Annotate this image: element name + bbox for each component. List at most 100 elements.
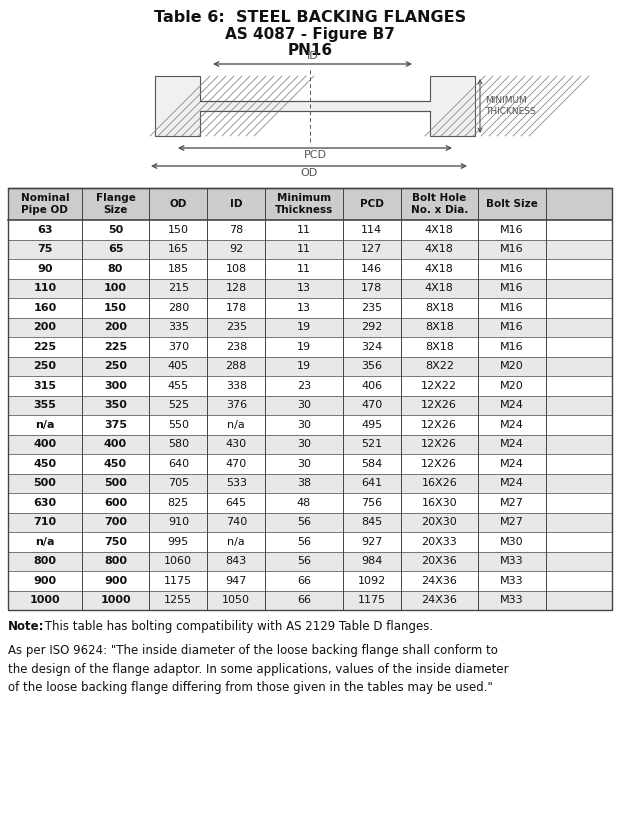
Text: 80: 80 xyxy=(108,263,123,274)
Text: 927: 927 xyxy=(361,537,383,547)
Text: M24: M24 xyxy=(500,420,524,430)
Text: 12X26: 12X26 xyxy=(422,459,457,469)
Text: 288: 288 xyxy=(226,362,247,371)
Text: 740: 740 xyxy=(226,518,247,527)
Text: M16: M16 xyxy=(500,303,523,313)
Text: 66: 66 xyxy=(297,595,311,605)
Text: 1255: 1255 xyxy=(164,595,192,605)
Text: 150: 150 xyxy=(104,303,127,313)
Text: 24X36: 24X36 xyxy=(422,595,457,605)
Text: 645: 645 xyxy=(226,498,247,508)
Text: M33: M33 xyxy=(500,556,523,566)
Text: 376: 376 xyxy=(226,400,247,410)
Text: 78: 78 xyxy=(229,225,244,235)
Text: 500: 500 xyxy=(33,478,56,488)
Bar xyxy=(8,395,612,415)
Text: 65: 65 xyxy=(108,244,123,254)
Text: 756: 756 xyxy=(361,498,382,508)
Text: 1000: 1000 xyxy=(30,595,60,605)
Text: 30: 30 xyxy=(297,459,311,469)
Text: 370: 370 xyxy=(168,341,189,352)
Text: 700: 700 xyxy=(104,518,127,527)
Text: 150: 150 xyxy=(168,225,189,235)
Bar xyxy=(8,415,612,435)
Text: M24: M24 xyxy=(500,400,524,410)
Text: PCD: PCD xyxy=(360,199,384,209)
Text: M20: M20 xyxy=(500,362,524,371)
Text: 470: 470 xyxy=(226,459,247,469)
Text: M16: M16 xyxy=(500,322,523,332)
Text: ID: ID xyxy=(230,199,242,209)
Text: 1000: 1000 xyxy=(100,595,131,605)
Bar xyxy=(8,551,612,571)
Text: 56: 56 xyxy=(297,518,311,527)
Text: 845: 845 xyxy=(361,518,383,527)
Text: 225: 225 xyxy=(104,341,127,352)
Bar xyxy=(8,493,612,513)
Text: 128: 128 xyxy=(226,284,247,294)
Text: n/a: n/a xyxy=(35,420,55,430)
Text: 8X22: 8X22 xyxy=(425,362,454,371)
Text: 641: 641 xyxy=(361,478,382,488)
Text: 455: 455 xyxy=(168,381,189,391)
Text: Nominal
Pipe OD: Nominal Pipe OD xyxy=(20,193,69,215)
Text: 30: 30 xyxy=(297,440,311,449)
Text: 4X18: 4X18 xyxy=(425,225,454,235)
Bar xyxy=(8,454,612,473)
Polygon shape xyxy=(155,76,475,136)
Text: 533: 533 xyxy=(226,478,247,488)
Text: 1092: 1092 xyxy=(358,576,386,586)
Text: 1060: 1060 xyxy=(164,556,192,566)
Text: 8X18: 8X18 xyxy=(425,341,454,352)
Text: 90: 90 xyxy=(37,263,53,274)
Bar xyxy=(8,532,612,551)
Text: 705: 705 xyxy=(168,478,189,488)
Text: 470: 470 xyxy=(361,400,383,410)
Text: 4X18: 4X18 xyxy=(425,284,454,294)
Text: 8X18: 8X18 xyxy=(425,322,454,332)
Text: 20X36: 20X36 xyxy=(422,556,457,566)
Text: 235: 235 xyxy=(361,303,382,313)
Text: 16X30: 16X30 xyxy=(422,498,457,508)
Bar xyxy=(8,513,612,532)
Text: 12X22: 12X22 xyxy=(421,381,458,391)
Bar xyxy=(8,435,612,454)
Text: M24: M24 xyxy=(500,478,524,488)
Text: 430: 430 xyxy=(226,440,247,449)
Text: 900: 900 xyxy=(104,576,127,586)
Text: 584: 584 xyxy=(361,459,383,469)
Text: 640: 640 xyxy=(168,459,189,469)
Bar xyxy=(8,473,612,493)
Text: PCD: PCD xyxy=(304,150,327,160)
Text: 11: 11 xyxy=(297,225,311,235)
Text: 38: 38 xyxy=(297,478,311,488)
Text: 750: 750 xyxy=(104,537,127,547)
Text: ID: ID xyxy=(307,51,319,61)
Text: 710: 710 xyxy=(33,518,56,527)
Text: Bolt Hole
No. x Dia.: Bolt Hole No. x Dia. xyxy=(410,193,468,215)
Text: 600: 600 xyxy=(104,498,127,508)
Text: 16X26: 16X26 xyxy=(422,478,457,488)
Text: 450: 450 xyxy=(104,459,127,469)
Text: M16: M16 xyxy=(500,263,523,274)
Text: 24X36: 24X36 xyxy=(422,576,457,586)
Text: 315: 315 xyxy=(33,381,56,391)
Text: M24: M24 xyxy=(500,440,524,449)
Text: 1050: 1050 xyxy=(223,595,250,605)
Text: 11: 11 xyxy=(297,263,311,274)
Text: 114: 114 xyxy=(361,225,382,235)
Bar xyxy=(8,259,612,279)
Text: M27: M27 xyxy=(500,498,524,508)
Text: 4X18: 4X18 xyxy=(425,263,454,274)
Text: 178: 178 xyxy=(361,284,383,294)
Bar xyxy=(8,188,612,220)
Text: 235: 235 xyxy=(226,322,247,332)
Text: M16: M16 xyxy=(500,225,523,235)
Bar xyxy=(8,376,612,395)
Text: 146: 146 xyxy=(361,263,382,274)
Text: 580: 580 xyxy=(168,440,189,449)
Text: 250: 250 xyxy=(33,362,56,371)
Text: OD: OD xyxy=(300,168,317,178)
Text: MINIMUM
THICKNESS: MINIMUM THICKNESS xyxy=(485,96,536,116)
Text: 400: 400 xyxy=(104,440,127,449)
